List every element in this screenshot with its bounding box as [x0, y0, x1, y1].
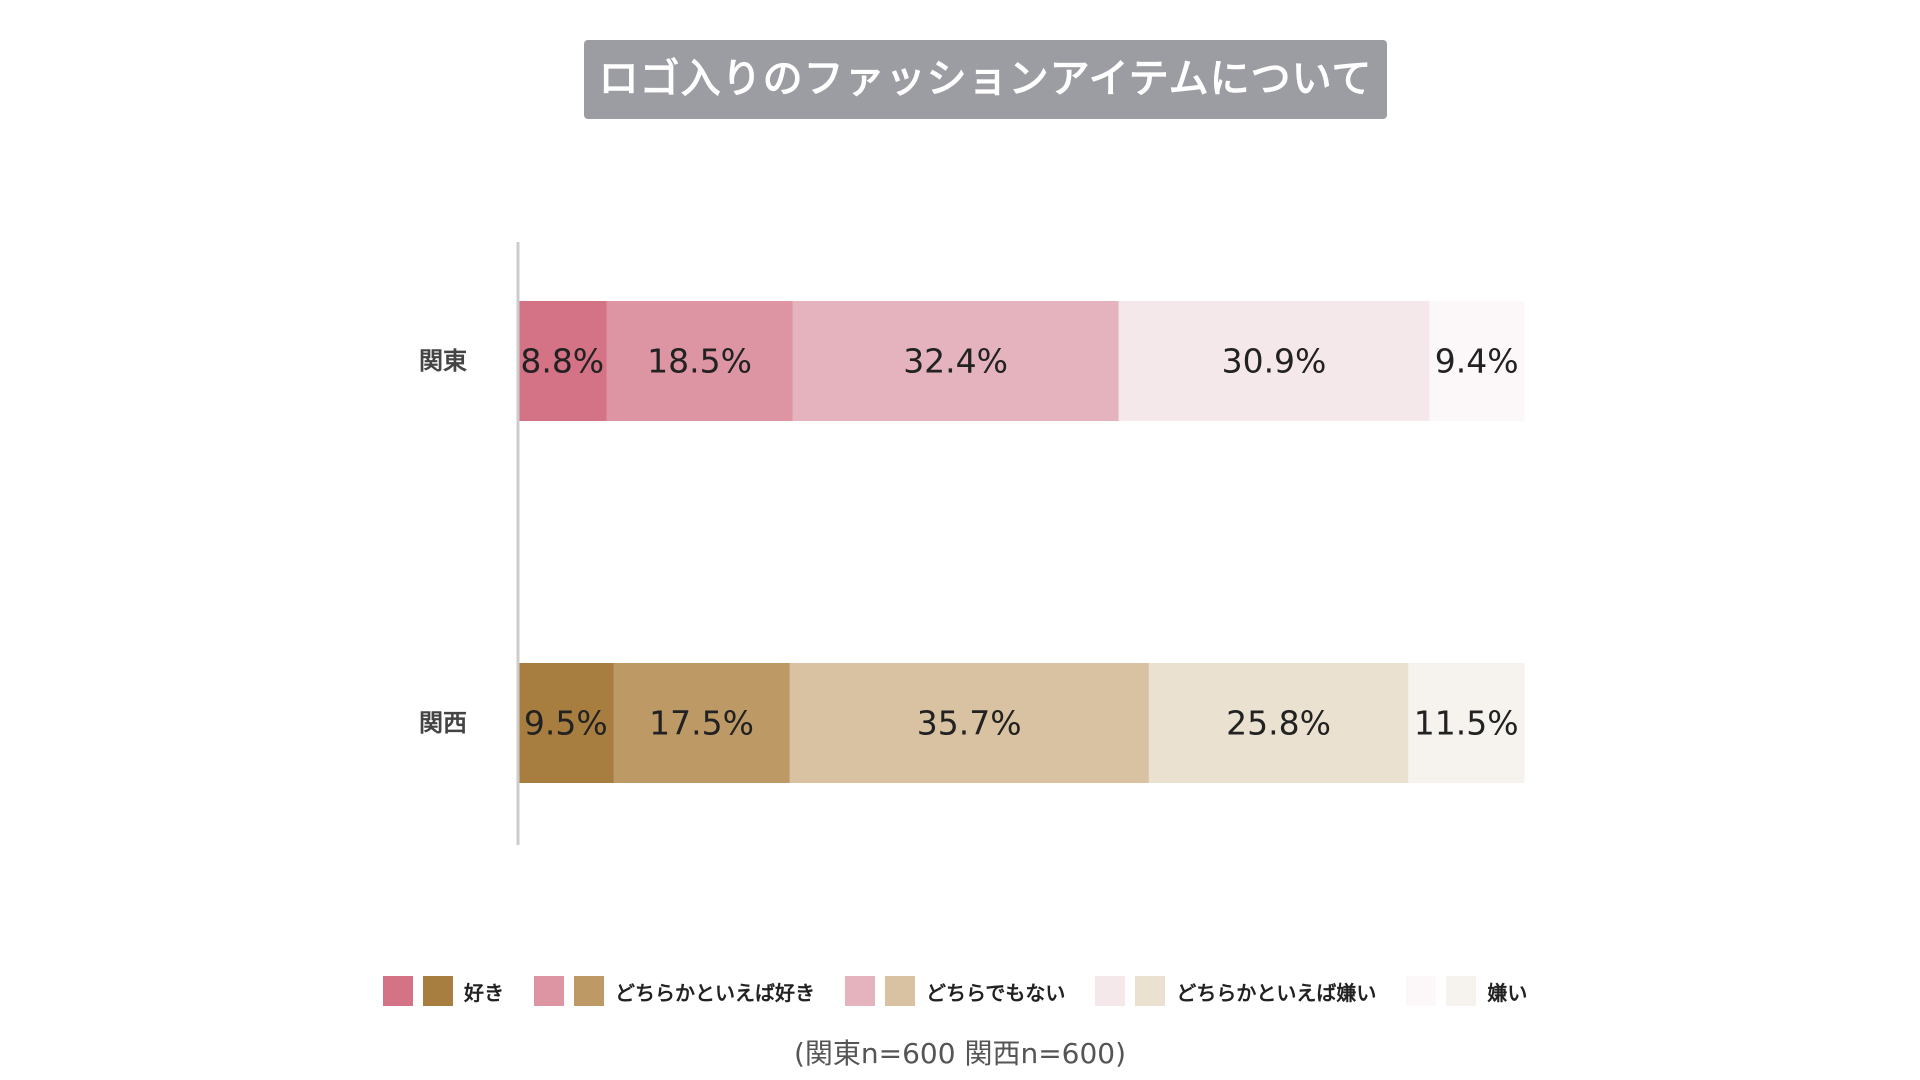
bar-segment — [518, 301, 608, 421]
bar-segment — [789, 663, 1150, 783]
legend-label: どちらでもない — [926, 980, 1066, 1005]
bar-segment — [792, 301, 1120, 421]
data-label: 18.5% — [647, 342, 752, 381]
legend-item: 嫌い — [1406, 976, 1527, 1006]
legend-label: どちらかといえば嫌い — [1176, 980, 1377, 1005]
legend-swatch — [534, 976, 564, 1006]
bars-layer: 関東 8.8% 18.5% 32.4% 30.9% 9.4% 関西 9.5% 17.5% 35.7… — [419, 301, 1525, 783]
legend-item: 好き — [383, 976, 504, 1006]
bar-segment — [518, 663, 615, 783]
legend-swatch — [423, 976, 453, 1006]
data-label: 25.8% — [1226, 704, 1331, 743]
category-label: 関東 — [419, 347, 467, 375]
legend-swatch — [1095, 976, 1126, 1006]
data-label: 11.5% — [1414, 704, 1519, 743]
chart-title: ロゴ入りのファッションアイテムについて — [584, 40, 1387, 119]
bar-segment — [1429, 301, 1525, 421]
legend: 好き どちらかといえば好き どちらでもない どちらかといえば嫌い 嫌い — [383, 975, 1527, 1007]
stacked-bar-chart: 関東 8.8% 18.5% 32.4% 30.9% 9.4% 関西 9.5% 17.5% 35.7… — [419, 242, 1525, 845]
legend-label: どちらかといえば好き — [615, 980, 815, 1005]
legend-swatch — [574, 976, 604, 1006]
data-label: 17.5% — [649, 704, 754, 743]
legend-swatch — [1135, 976, 1166, 1006]
bar-segment — [613, 663, 791, 783]
legend-swatch — [383, 976, 413, 1006]
legend-item: どちらかといえば好き — [534, 976, 815, 1006]
category-label: 関西 — [419, 709, 467, 737]
data-label: 9.5% — [524, 704, 608, 743]
legend-swatch — [1446, 976, 1477, 1006]
legend-swatch — [845, 976, 875, 1006]
bar-segment — [1408, 663, 1525, 783]
data-label: 32.4% — [903, 342, 1008, 381]
legend-item: どちらかといえば嫌い — [1095, 976, 1376, 1006]
data-label: 9.4% — [1435, 342, 1519, 381]
legend-label: 好き — [464, 980, 504, 1005]
legend-label: 嫌い — [1487, 980, 1528, 1005]
data-label: 35.7% — [917, 704, 1022, 743]
bar-segment — [1148, 663, 1409, 783]
legend-swatch — [885, 976, 915, 1006]
bar-segment — [1118, 301, 1430, 421]
legend-swatch — [1406, 976, 1437, 1006]
bar-segment — [606, 301, 794, 421]
data-label: 30.9% — [1222, 342, 1327, 381]
data-label: 8.8% — [520, 342, 604, 381]
legend-item: どちらでもない — [845, 976, 1065, 1006]
sample-size-note: (関東n=600 関西n=600) — [793, 1037, 1127, 1070]
